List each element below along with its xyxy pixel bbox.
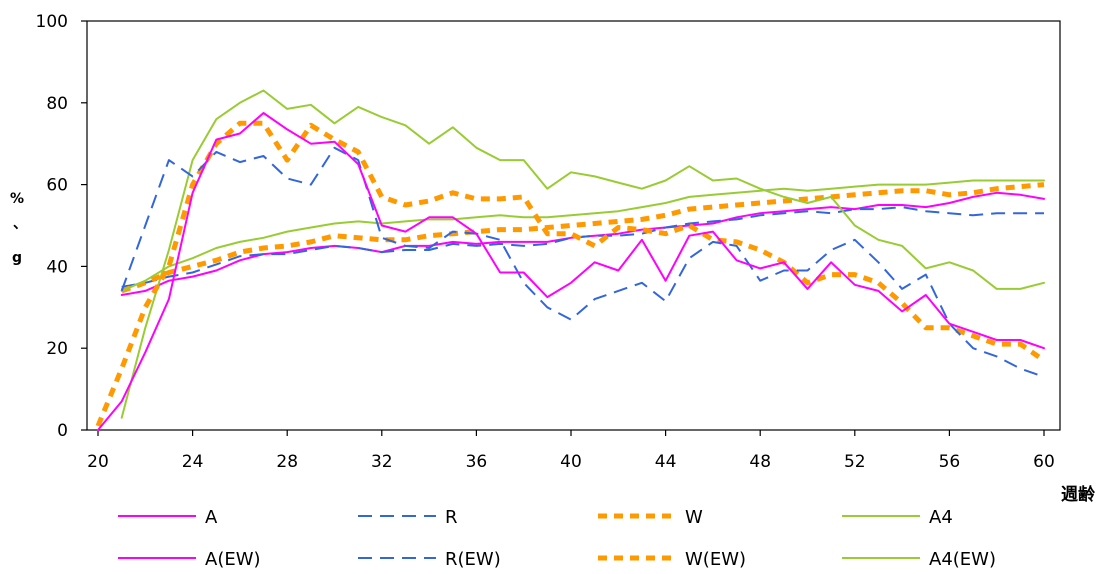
x-tick-label: 44 [655,452,677,472]
y-tick-label: 0 [57,421,68,441]
x-tick-label: 52 [844,452,866,472]
y-tick-label: 20 [46,339,68,359]
y-tick-label: 40 [46,257,68,277]
y-axis-ticks: 0 20 40 60 80 100 [36,12,87,441]
series-lines [95,89,1046,431]
legend-label: W(EW) [685,549,746,570]
legend-label: R(EW) [445,549,501,570]
plot-area [86,20,1061,431]
x-tick-label: 48 [749,452,771,472]
legend: A R W A4 A(EW) R(EW) W(EW) A4(EW) [118,507,996,570]
series-line-r [120,146,1045,378]
x-tick-label: 20 [87,452,109,472]
series-line-r-ew [121,206,1044,288]
legend-label: A [205,507,218,528]
y-tick-label: 80 [46,94,68,114]
y-axis-label-char: % [10,191,24,207]
x-tick-label: 24 [182,452,204,472]
x-tick-label: 40 [560,452,582,472]
x-tick-label: 60 [1033,452,1055,472]
y-axis-label-char: 、 [13,216,27,232]
y-axis-label-char: g [12,250,22,266]
x-tick-label: 28 [276,452,298,472]
series-line-a4-ew [120,179,1045,292]
legend-label: R [445,507,458,528]
series-line-a [97,112,1045,431]
series-line-w [95,120,1046,427]
series-line-w-ew [120,182,1045,294]
x-axis-label: 週齢 [1061,484,1096,505]
y-tick-label: 100 [36,12,68,32]
legend-label: A4 [929,507,953,528]
series-line-a4 [120,89,1045,419]
legend-label: A4(EW) [929,549,996,570]
y-tick-label: 60 [46,176,68,196]
x-tick-label: 56 [939,452,961,472]
legend-label: A(EW) [205,549,261,570]
x-axis-ticks: 20 24 28 32 36 40 44 48 52 56 60 [87,430,1055,472]
legend-label: W [685,507,703,528]
y-axis-label: % 、 g [10,191,27,266]
x-tick-label: 36 [466,452,488,472]
x-tick-label: 32 [371,452,393,472]
